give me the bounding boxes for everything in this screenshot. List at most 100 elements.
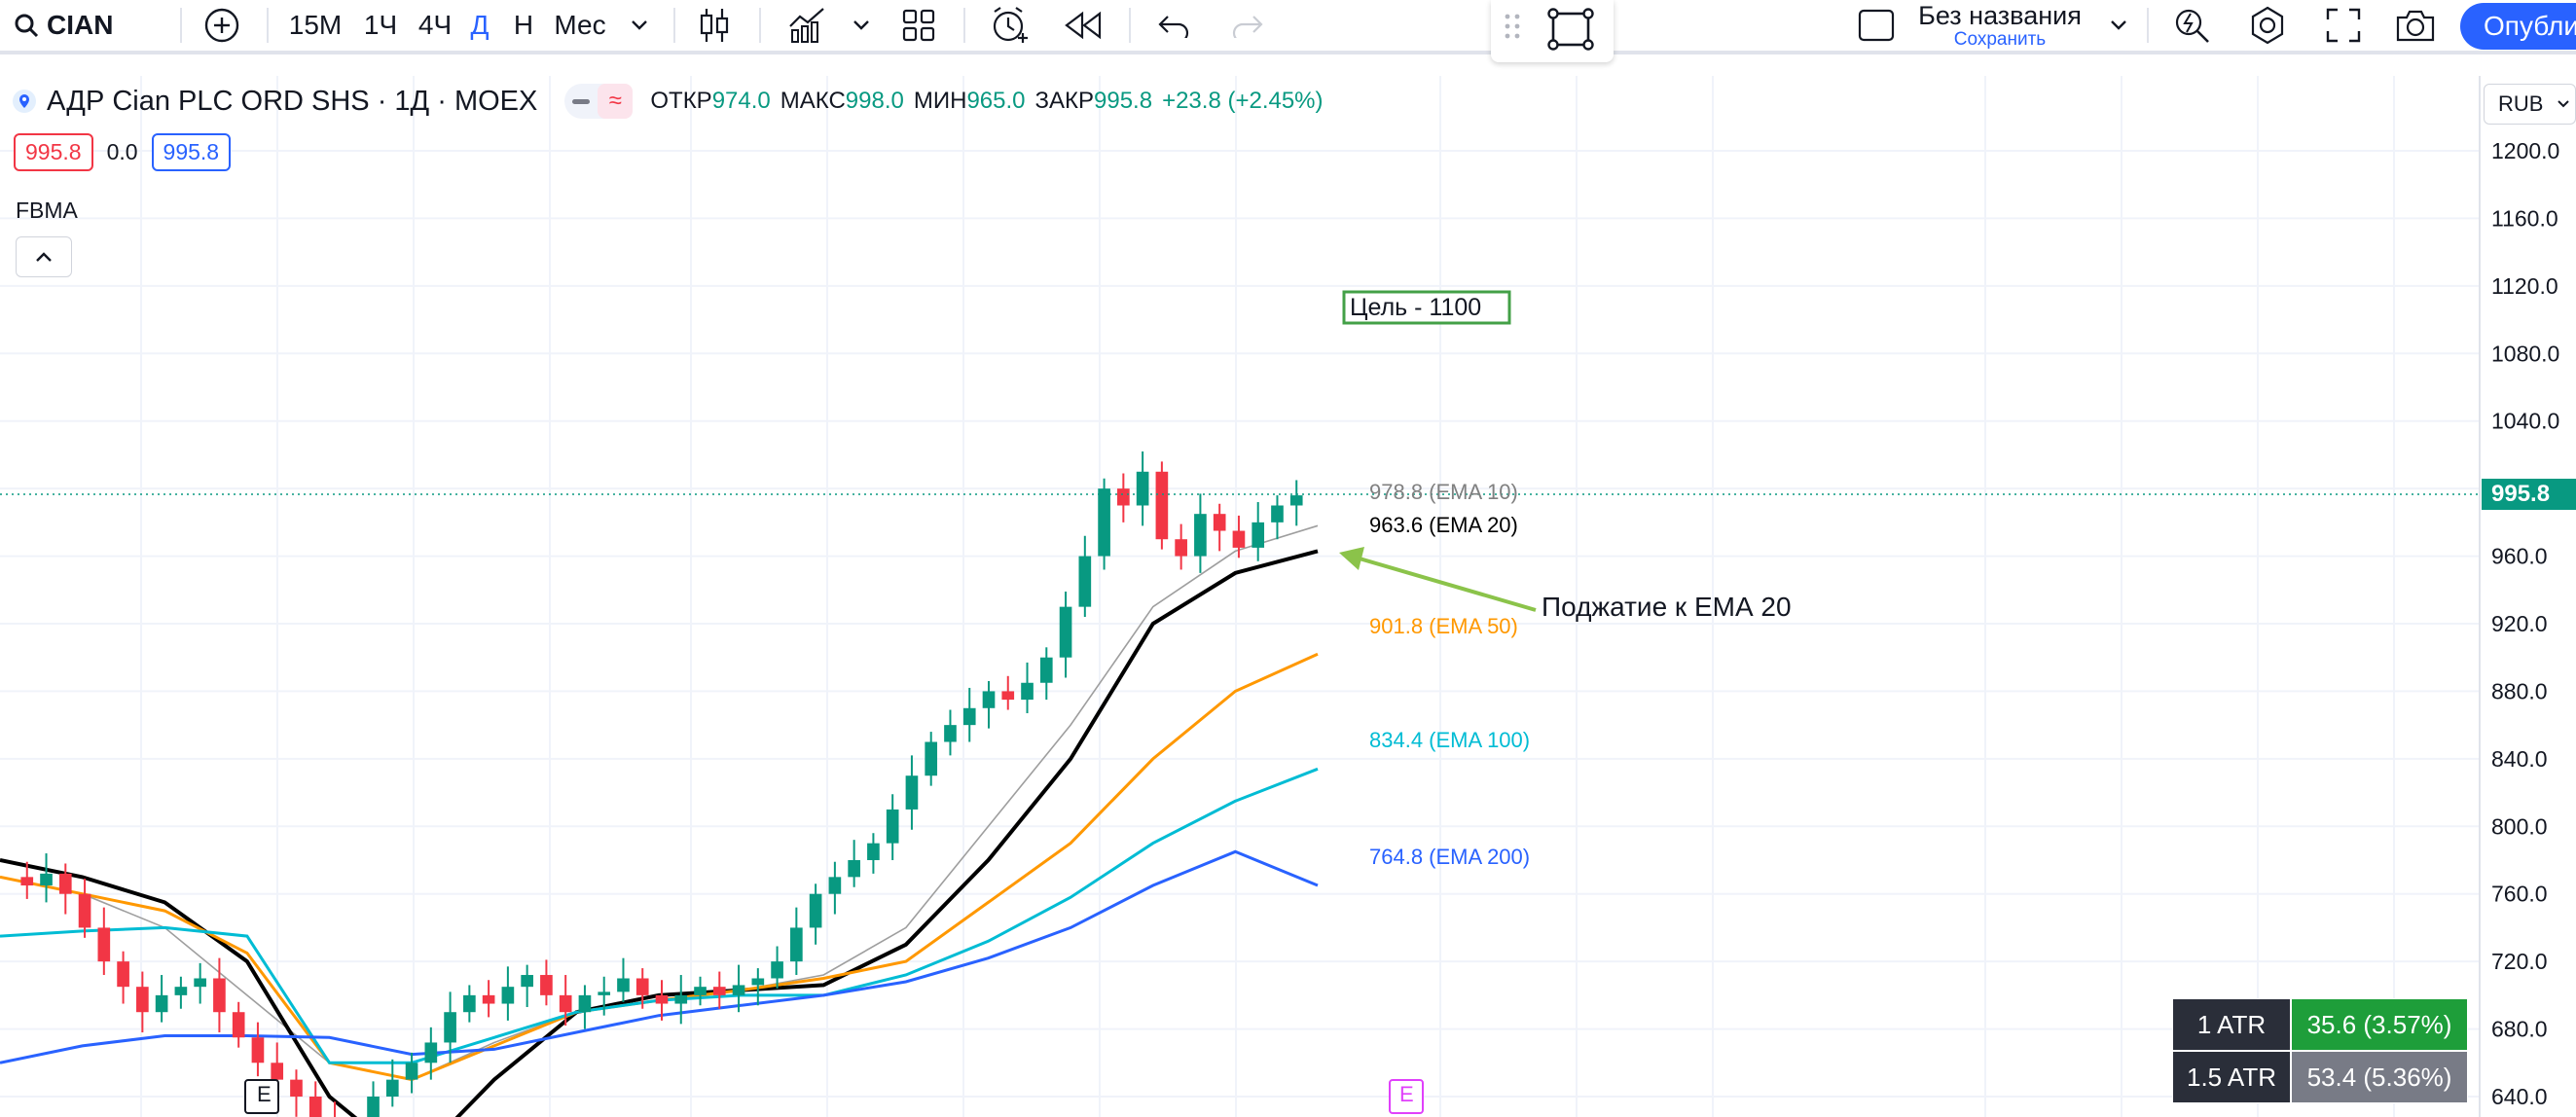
candle-body	[578, 994, 592, 1013]
indicators-button[interactable]	[786, 0, 829, 51]
rectangle-tool-icon[interactable]	[1547, 8, 1594, 51]
low-value: 965.0	[966, 88, 1026, 114]
candle-body	[886, 809, 899, 844]
indicators-icon	[789, 8, 824, 43]
replay-button[interactable]	[1061, 0, 1107, 51]
candle-body	[674, 994, 688, 1004]
divider	[267, 8, 269, 43]
candle-body	[559, 994, 572, 1013]
interval-label: 4Ч	[417, 10, 453, 40]
candle-body	[1078, 556, 1092, 607]
layout-button[interactable]	[897, 0, 940, 51]
ema-line-ema-200[interactable]	[0, 849, 1319, 1064]
candles	[20, 450, 1303, 1117]
layout-dropdown[interactable]	[2104, 0, 2133, 51]
wave-icon[interactable]: ≈	[598, 84, 634, 119]
interval-label: Мес	[554, 10, 606, 40]
price-tick-label: 800.0	[2491, 813, 2548, 839]
publish-button[interactable]: Опубли	[2460, 3, 2576, 50]
interval-label: Н	[513, 10, 534, 40]
candle-body	[58, 873, 72, 894]
candle-body	[194, 978, 206, 988]
interval-1h[interactable]: 1Ч	[358, 0, 403, 51]
interval-label: Д	[470, 10, 490, 40]
interval-15m[interactable]: 15М	[286, 0, 345, 51]
bid-price[interactable]: 995.8	[14, 133, 93, 171]
candle-body	[251, 1037, 265, 1063]
candle-body	[1232, 530, 1246, 548]
target-box[interactable]	[1342, 290, 1511, 325]
alert-button[interactable]	[987, 0, 1034, 51]
candle-body	[617, 978, 630, 992]
interval-day[interactable]: Д	[467, 0, 492, 51]
divider	[673, 8, 675, 43]
price-chart[interactable]: 1200.0 1160.0 1120.0 1080.0 1040.0 960.0 920.0…	[0, 54, 2576, 1117]
squeeze-label: Поджатие к ЕМА 20	[1542, 592, 1792, 622]
drag-handle-icon[interactable]	[1503, 12, 1522, 41]
chart-type-button[interactable]	[693, 0, 736, 51]
ema-value-label: 764.8 (EMA 200)	[1369, 845, 1531, 870]
candle-body	[848, 860, 860, 878]
indicator-name[interactable]: FBMA	[16, 198, 78, 223]
earnings-marker-upcoming[interactable]	[1389, 1079, 1424, 1114]
compare-button[interactable]	[199, 0, 245, 51]
candle-body	[97, 927, 111, 962]
candle-body	[694, 987, 707, 995]
ema-line-ema-20[interactable]	[0, 549, 1319, 1117]
atr-label: 1 ATR	[2172, 998, 2291, 1051]
candle-body	[232, 1012, 245, 1038]
candle-body	[521, 975, 533, 988]
interval-4h[interactable]: 4Ч	[411, 0, 459, 51]
candle-body	[1059, 606, 1072, 658]
candle-body	[78, 893, 91, 928]
fullscreen-button[interactable]	[2320, 0, 2367, 51]
arrow-head	[1339, 547, 1364, 570]
redo-button[interactable]	[1228, 0, 1267, 51]
price-axis[interactable]: 1200.0 1160.0 1120.0 1080.0 1040.0 960.0 920.0…	[2491, 138, 2559, 1109]
search-icon	[15, 14, 39, 38]
candle-body	[925, 741, 938, 776]
currency-select[interactable]: RUB	[2484, 84, 2576, 125]
symbol-name: CIAN	[47, 10, 114, 40]
interval-month[interactable]: Мес	[551, 0, 609, 51]
interval-week[interactable]: Н	[506, 0, 541, 51]
ema-value-label: 978.8 (EMA 10)	[1369, 479, 1518, 504]
price-tick-label: 640.0	[2491, 1084, 2548, 1109]
ask-price[interactable]: 995.8	[151, 133, 232, 171]
atr-value: 53.4 (5.36%)	[2291, 1051, 2468, 1103]
candle-body	[424, 1042, 438, 1063]
quick-search-button[interactable]	[2168, 0, 2215, 51]
candle-body	[20, 877, 34, 886]
interval-dropdown[interactable]	[625, 0, 654, 51]
current-price-value: 995.8	[2491, 481, 2551, 507]
visibility-toggles[interactable]: ≈	[564, 84, 634, 119]
candle-body	[905, 775, 919, 810]
undo-button[interactable]	[1154, 0, 1193, 51]
indicators-dropdown[interactable]	[847, 0, 876, 51]
atr-value: 35.6 (3.57%)	[2291, 998, 2468, 1051]
earnings-marker[interactable]	[244, 1079, 279, 1114]
candle-body	[308, 1097, 322, 1117]
chevron-up-icon	[36, 252, 52, 262]
plus-circle-icon	[204, 8, 239, 43]
symbol-search[interactable]: CIAN	[14, 0, 121, 51]
annotation-arrow[interactable]	[1352, 555, 1537, 612]
layout-name-button[interactable]: Без названия Сохранить	[1917, 0, 2083, 51]
top-toolbar: CIAN 15М 1Ч 4Ч Д Н Мес	[0, 0, 2576, 62]
candle-body	[271, 1063, 284, 1080]
ema-line-ema-100[interactable]	[0, 767, 1319, 1064]
candle-body	[1136, 471, 1149, 506]
collapse-legend-button[interactable]	[16, 236, 72, 277]
candle-body	[1289, 495, 1303, 506]
close-label: ЗАКР	[1034, 88, 1095, 114]
hide-icon[interactable]	[564, 84, 598, 119]
candle-body	[655, 994, 669, 1004]
settings-button[interactable]	[2244, 0, 2291, 51]
symbol-title[interactable]: АДР Cian PLC ORD SHS · 1Д · MOEX	[47, 85, 538, 117]
multi-layout-toggle[interactable]	[1853, 0, 1900, 51]
candle-body	[1039, 657, 1053, 683]
screenshot-button[interactable]	[2392, 0, 2439, 51]
candle-body	[1155, 471, 1169, 540]
high-value: 998.0	[845, 88, 904, 114]
price-tick-label: 680.0	[2491, 1017, 2548, 1042]
